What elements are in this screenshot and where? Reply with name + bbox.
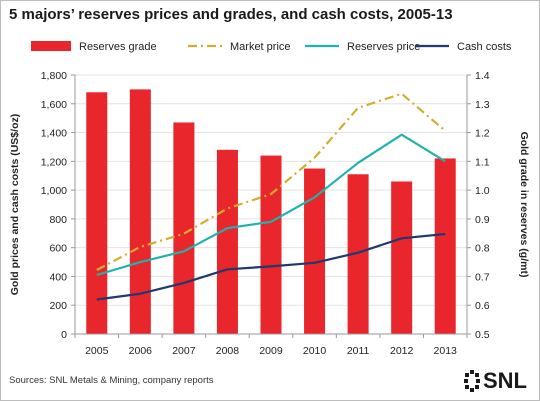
x-tick-label: 2011: [347, 345, 370, 357]
x-tick-label: 2005: [85, 345, 109, 357]
source-note: Sources: SNL Metals & Mining, company re…: [9, 375, 214, 386]
bar-reserves-grade-2010: [304, 168, 326, 334]
chart-canvas: Reserves grade Market price Reserves price…: [9, 41, 530, 357]
y-left-tick-label: 1,200: [41, 156, 67, 168]
x-tick-label: 2009: [259, 345, 283, 357]
snl-logo-text: SNL: [483, 368, 527, 393]
chart-title: 5 majors’ reserves prices and grades, an…: [9, 6, 453, 23]
y-left-tick-label: 1,600: [41, 99, 67, 111]
x-tick-label: 2007: [172, 345, 196, 357]
y-left-tick-label: 800: [49, 214, 67, 226]
series-line-reserves-price: [96, 133, 446, 277]
legend-label-cash-costs: Cash costs: [457, 41, 512, 53]
y-right-tick-label: 0.6: [475, 300, 490, 312]
x-tick-label: 2006: [129, 345, 153, 357]
y-left-tick-label: 1,800: [41, 70, 67, 82]
bar-reserves-grade-2009: [260, 155, 282, 334]
y-left-tick-label: 200: [49, 300, 67, 312]
legend-label-reserves-price: Reserves price: [347, 41, 420, 53]
chart-legend: Reserves grade Market price Reserves price…: [31, 41, 512, 53]
legend-label-market-price: Market price: [230, 41, 291, 53]
y-right-tick-label: 0.9: [475, 214, 490, 226]
y-right-tick-label: 1.4: [475, 70, 490, 82]
legend-label-reserves-grade: Reserves grade: [79, 41, 157, 53]
x-tick-label: 2010: [303, 345, 327, 357]
y-right-tick-label: 1.1: [475, 156, 490, 168]
y-right-tick-label: 0.5: [475, 329, 490, 341]
legend-swatch-reserves-grade: [31, 41, 71, 51]
y-left-tick-label: 0: [61, 329, 67, 341]
bar-reserves-grade-2008: [216, 149, 238, 334]
y-left-tick-label: 400: [49, 271, 67, 283]
x-tick-label: 2013: [434, 345, 458, 357]
chart-axes: 0 0.5 200 0.6 400 0.7 600 0.8 800 0.9 1,000 1.0 1,20…: [9, 70, 530, 357]
bar-reserves-grade-2012: [391, 181, 413, 334]
series-line-cash-costs: [96, 232, 446, 301]
y-left-tick-label: 1,000: [41, 185, 67, 197]
y-right-axis-title: Gold grade in reserves (g/mt): [518, 132, 530, 278]
bar-reserves-grade-2006: [129, 89, 151, 334]
bar-reserves-grade-2011: [347, 174, 369, 334]
y-left-tick-label: 1,400: [41, 128, 67, 140]
bar-reserves-grade-2013: [434, 158, 456, 334]
chart-lines: [96, 92, 446, 301]
reserves-grade-bars: [86, 89, 456, 335]
x-tick-label: 2008: [216, 345, 240, 357]
series-line-market-price: [96, 92, 446, 271]
y-left-axis-title: Gold prices and cash costs (US$/oz): [9, 114, 21, 295]
y-right-tick-label: 1.0: [475, 185, 490, 197]
y-right-tick-label: 1.2: [475, 128, 490, 140]
x-tick-label: 2012: [390, 345, 414, 357]
y-right-tick-label: 0.8: [475, 243, 490, 255]
y-right-tick-label: 0.7: [475, 271, 490, 283]
snl-logo-icon: [464, 370, 480, 392]
snl-logo: SNL: [464, 367, 534, 395]
y-left-tick-label: 600: [49, 243, 67, 255]
y-right-tick-label: 1.3: [475, 99, 490, 111]
